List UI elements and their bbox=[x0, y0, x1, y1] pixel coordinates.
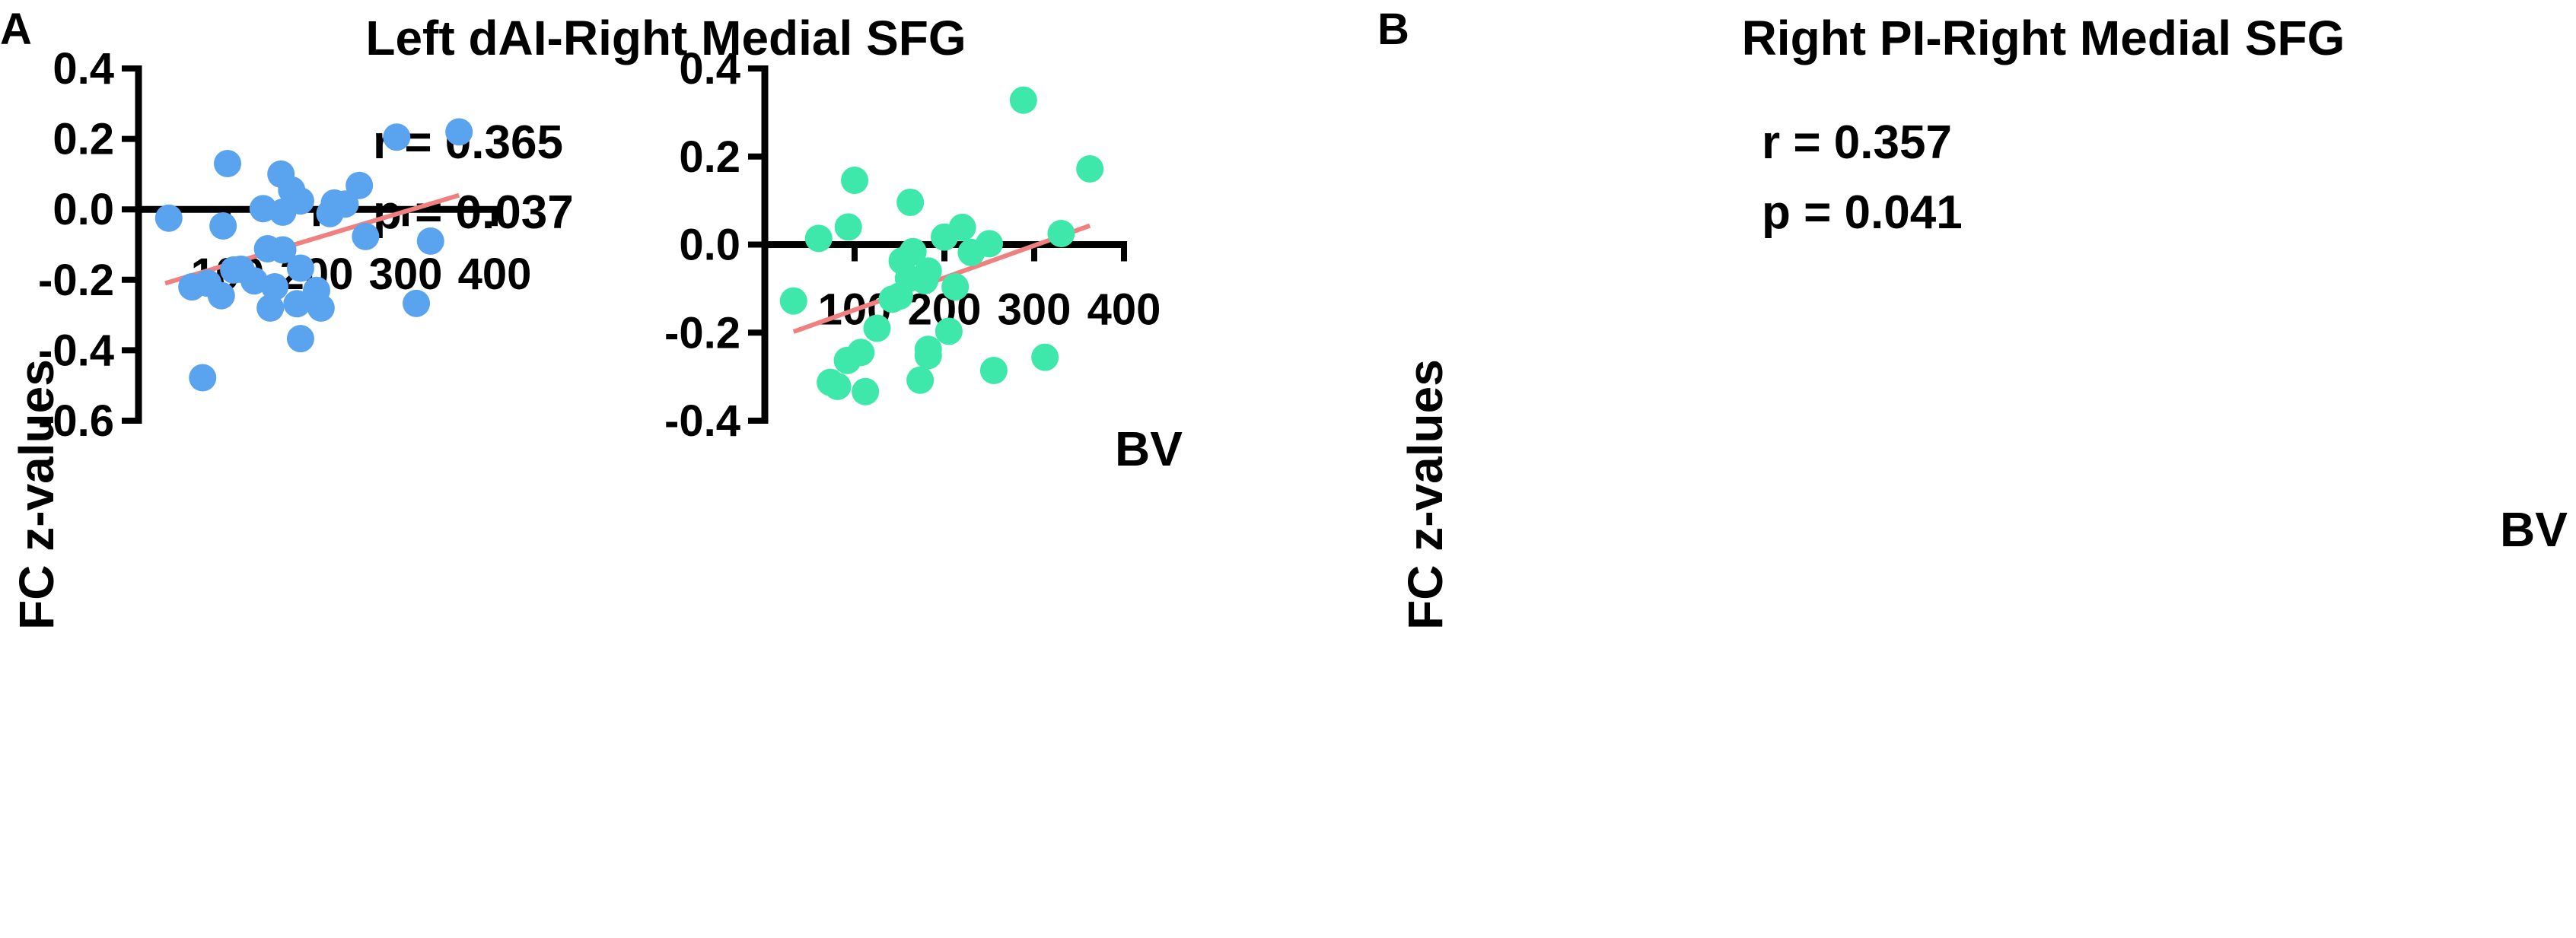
data-point bbox=[852, 377, 880, 405]
data-point bbox=[914, 342, 942, 370]
data-point bbox=[834, 213, 862, 241]
data-point bbox=[941, 273, 970, 301]
data-point bbox=[863, 314, 891, 342]
data-point bbox=[403, 289, 431, 317]
data-point bbox=[261, 273, 289, 301]
data-point bbox=[307, 294, 335, 322]
data-point bbox=[878, 285, 906, 313]
x-tick-label: 300 bbox=[369, 250, 443, 299]
panel-letter: A bbox=[0, 5, 32, 54]
stat-r: r = 0.357 bbox=[1762, 116, 1952, 169]
y-tick-label: 0.4 bbox=[679, 44, 740, 94]
stat-p: p = 0.041 bbox=[1762, 186, 1963, 239]
data-point bbox=[1009, 86, 1037, 114]
panel-a: A Left dAI-Right Medial SFG r = 0.365 p … bbox=[0, 5, 1183, 630]
y-axis-label: FC z-values bbox=[1398, 359, 1453, 630]
data-point bbox=[779, 287, 807, 315]
data-point bbox=[833, 346, 861, 374]
data-point bbox=[286, 325, 314, 353]
y-tick-label: 0.0 bbox=[53, 185, 114, 234]
data-point bbox=[345, 171, 374, 199]
data-point bbox=[269, 236, 297, 264]
data-point bbox=[911, 266, 939, 294]
data-point bbox=[445, 118, 473, 146]
data-point bbox=[896, 188, 925, 216]
data-point bbox=[906, 366, 935, 394]
data-point bbox=[1047, 220, 1075, 248]
data-point bbox=[979, 357, 1008, 385]
data-point bbox=[416, 227, 444, 255]
x-tick-label: 300 bbox=[998, 285, 1071, 335]
data-point bbox=[154, 204, 183, 232]
chart-title: Right PI-Right Medial SFG bbox=[1742, 11, 2345, 65]
y-tick-label: 0.2 bbox=[679, 132, 740, 182]
data-point bbox=[214, 150, 241, 178]
data-point bbox=[804, 224, 833, 253]
y-tick-label: -0.6 bbox=[38, 396, 114, 446]
y-tick-label: -0.4 bbox=[38, 326, 114, 375]
data-point bbox=[957, 238, 986, 266]
chart-title: Left dAI-Right Medial SFG bbox=[365, 11, 966, 65]
data-point bbox=[841, 167, 868, 195]
y-axis-label: FC z-values bbox=[9, 359, 64, 630]
regression-line bbox=[792, 223, 1091, 334]
y-tick-label: -0.2 bbox=[38, 256, 114, 305]
data-point bbox=[256, 294, 285, 322]
data-point bbox=[209, 211, 237, 240]
data-point bbox=[352, 222, 380, 250]
data-point bbox=[316, 199, 344, 227]
data-point bbox=[283, 290, 311, 318]
y-tick-label: 0.2 bbox=[53, 115, 114, 164]
data-point bbox=[1076, 154, 1104, 183]
data-point bbox=[823, 372, 852, 400]
x-axis-label: BV bbox=[2500, 502, 2568, 557]
data-point bbox=[189, 364, 217, 392]
y-tick-label: 0.0 bbox=[679, 221, 740, 270]
y-tick-label: -0.4 bbox=[664, 396, 740, 446]
y-tick-label: -0.2 bbox=[664, 308, 740, 358]
x-tick-label: 400 bbox=[458, 250, 532, 299]
panel-b: B Right PI-Right Medial SFG r = 0.357 p … bbox=[664, 5, 2568, 630]
data-point bbox=[948, 213, 976, 241]
data-point bbox=[286, 254, 314, 282]
x-tick-label: 400 bbox=[1087, 285, 1161, 335]
data-point bbox=[935, 317, 963, 345]
data-point bbox=[1031, 343, 1059, 371]
panel-letter: B bbox=[1377, 5, 1409, 54]
data-point bbox=[207, 281, 235, 310]
regression-line bbox=[164, 192, 460, 286]
data-point bbox=[269, 198, 297, 226]
data-point bbox=[383, 123, 411, 151]
y-tick-label: 0.4 bbox=[53, 44, 114, 94]
x-axis-label: BV bbox=[1115, 421, 1183, 476]
